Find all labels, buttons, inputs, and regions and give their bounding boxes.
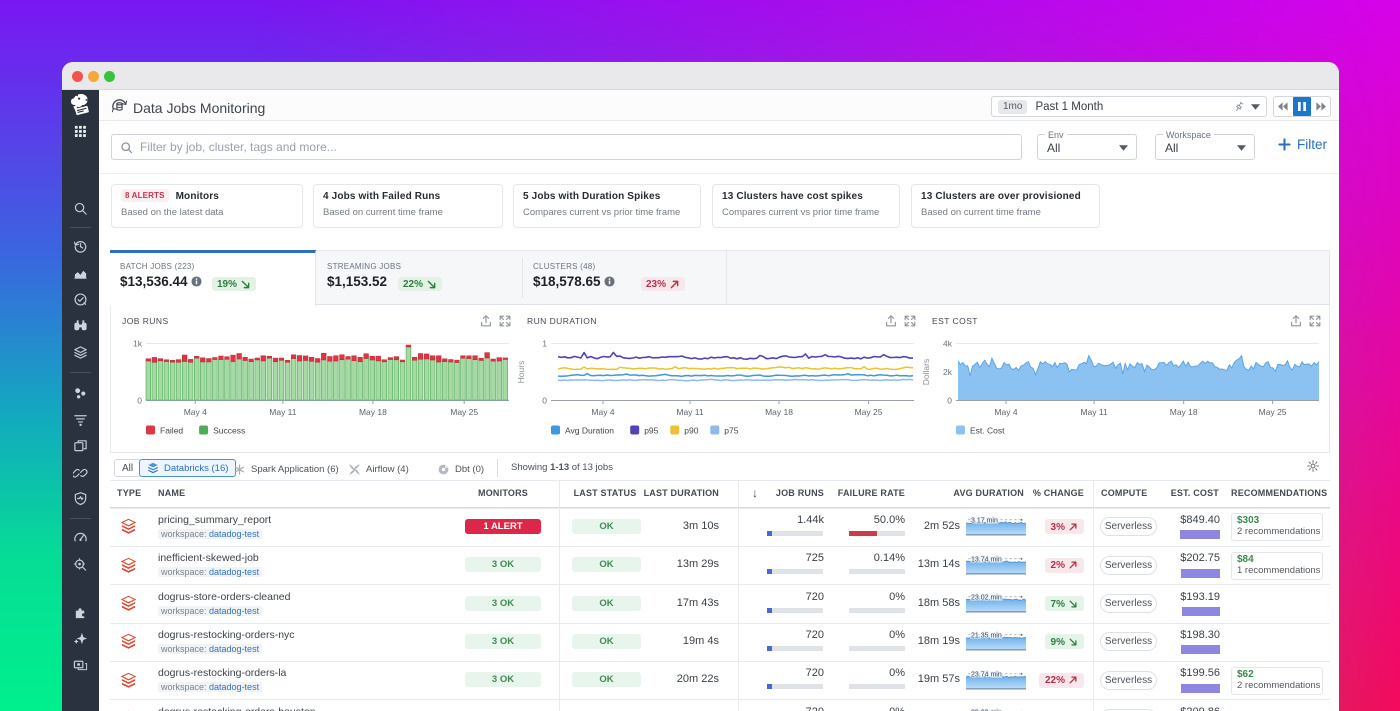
svg-text:May 25: May 25 [855, 407, 883, 417]
svg-text:Avg Duration: Avg Duration [565, 426, 614, 436]
svg-text:29.92 min: 29.92 min [971, 709, 1002, 711]
svg-text:29.92 min: 29.92 min [971, 709, 1002, 711]
svg-text:May 25: May 25 [450, 407, 478, 417]
svg-text:21.35 min: 21.35 min [971, 633, 1002, 640]
svg-text:May 4: May 4 [994, 407, 1017, 417]
svg-text:p95: p95 [644, 426, 658, 436]
svg-text:May 25: May 25 [1259, 407, 1287, 417]
svg-text:13.74 min: 13.74 min [971, 556, 1002, 563]
svg-text:3.17 min: 3.17 min [971, 518, 998, 525]
svg-text:23.02 min: 23.02 min [971, 594, 1002, 601]
svg-text:p75: p75 [724, 426, 738, 436]
svg-text:May 18: May 18 [359, 407, 387, 417]
svg-text:Est. Cost: Est. Cost [970, 426, 1005, 436]
svg-text:23.74 min: 23.74 min [971, 671, 1002, 678]
svg-text:3.17 min: 3.17 min [971, 518, 998, 525]
svg-text:1: 1 [542, 339, 547, 349]
svg-text:23.74 min: 23.74 min [971, 671, 1002, 678]
svg-text:Success: Success [213, 426, 245, 436]
svg-text:May 11: May 11 [1080, 407, 1108, 417]
svg-text:23.02 min: 23.02 min [971, 594, 1002, 601]
svg-text:1k: 1k [133, 339, 143, 349]
svg-text:May 18: May 18 [1170, 407, 1198, 417]
svg-text:4k: 4k [943, 339, 953, 349]
svg-text:2k: 2k [943, 367, 953, 377]
svg-text:May 11: May 11 [676, 407, 704, 417]
svg-text:p90: p90 [684, 426, 698, 436]
svg-text:0: 0 [947, 396, 952, 406]
svg-text:Failed: Failed [160, 426, 183, 436]
svg-text:Hours: Hours [516, 361, 526, 384]
svg-text:Dollars: Dollars [921, 359, 931, 385]
svg-text:13.74 min: 13.74 min [971, 556, 1002, 563]
svg-text:May 4: May 4 [591, 407, 614, 417]
svg-text:0: 0 [137, 396, 142, 406]
svg-text:21.35 min: 21.35 min [971, 633, 1002, 640]
svg-text:May 18: May 18 [765, 407, 793, 417]
svg-text:0: 0 [542, 396, 547, 406]
svg-text:May 4: May 4 [184, 407, 207, 417]
svg-text:May 11: May 11 [269, 407, 297, 417]
